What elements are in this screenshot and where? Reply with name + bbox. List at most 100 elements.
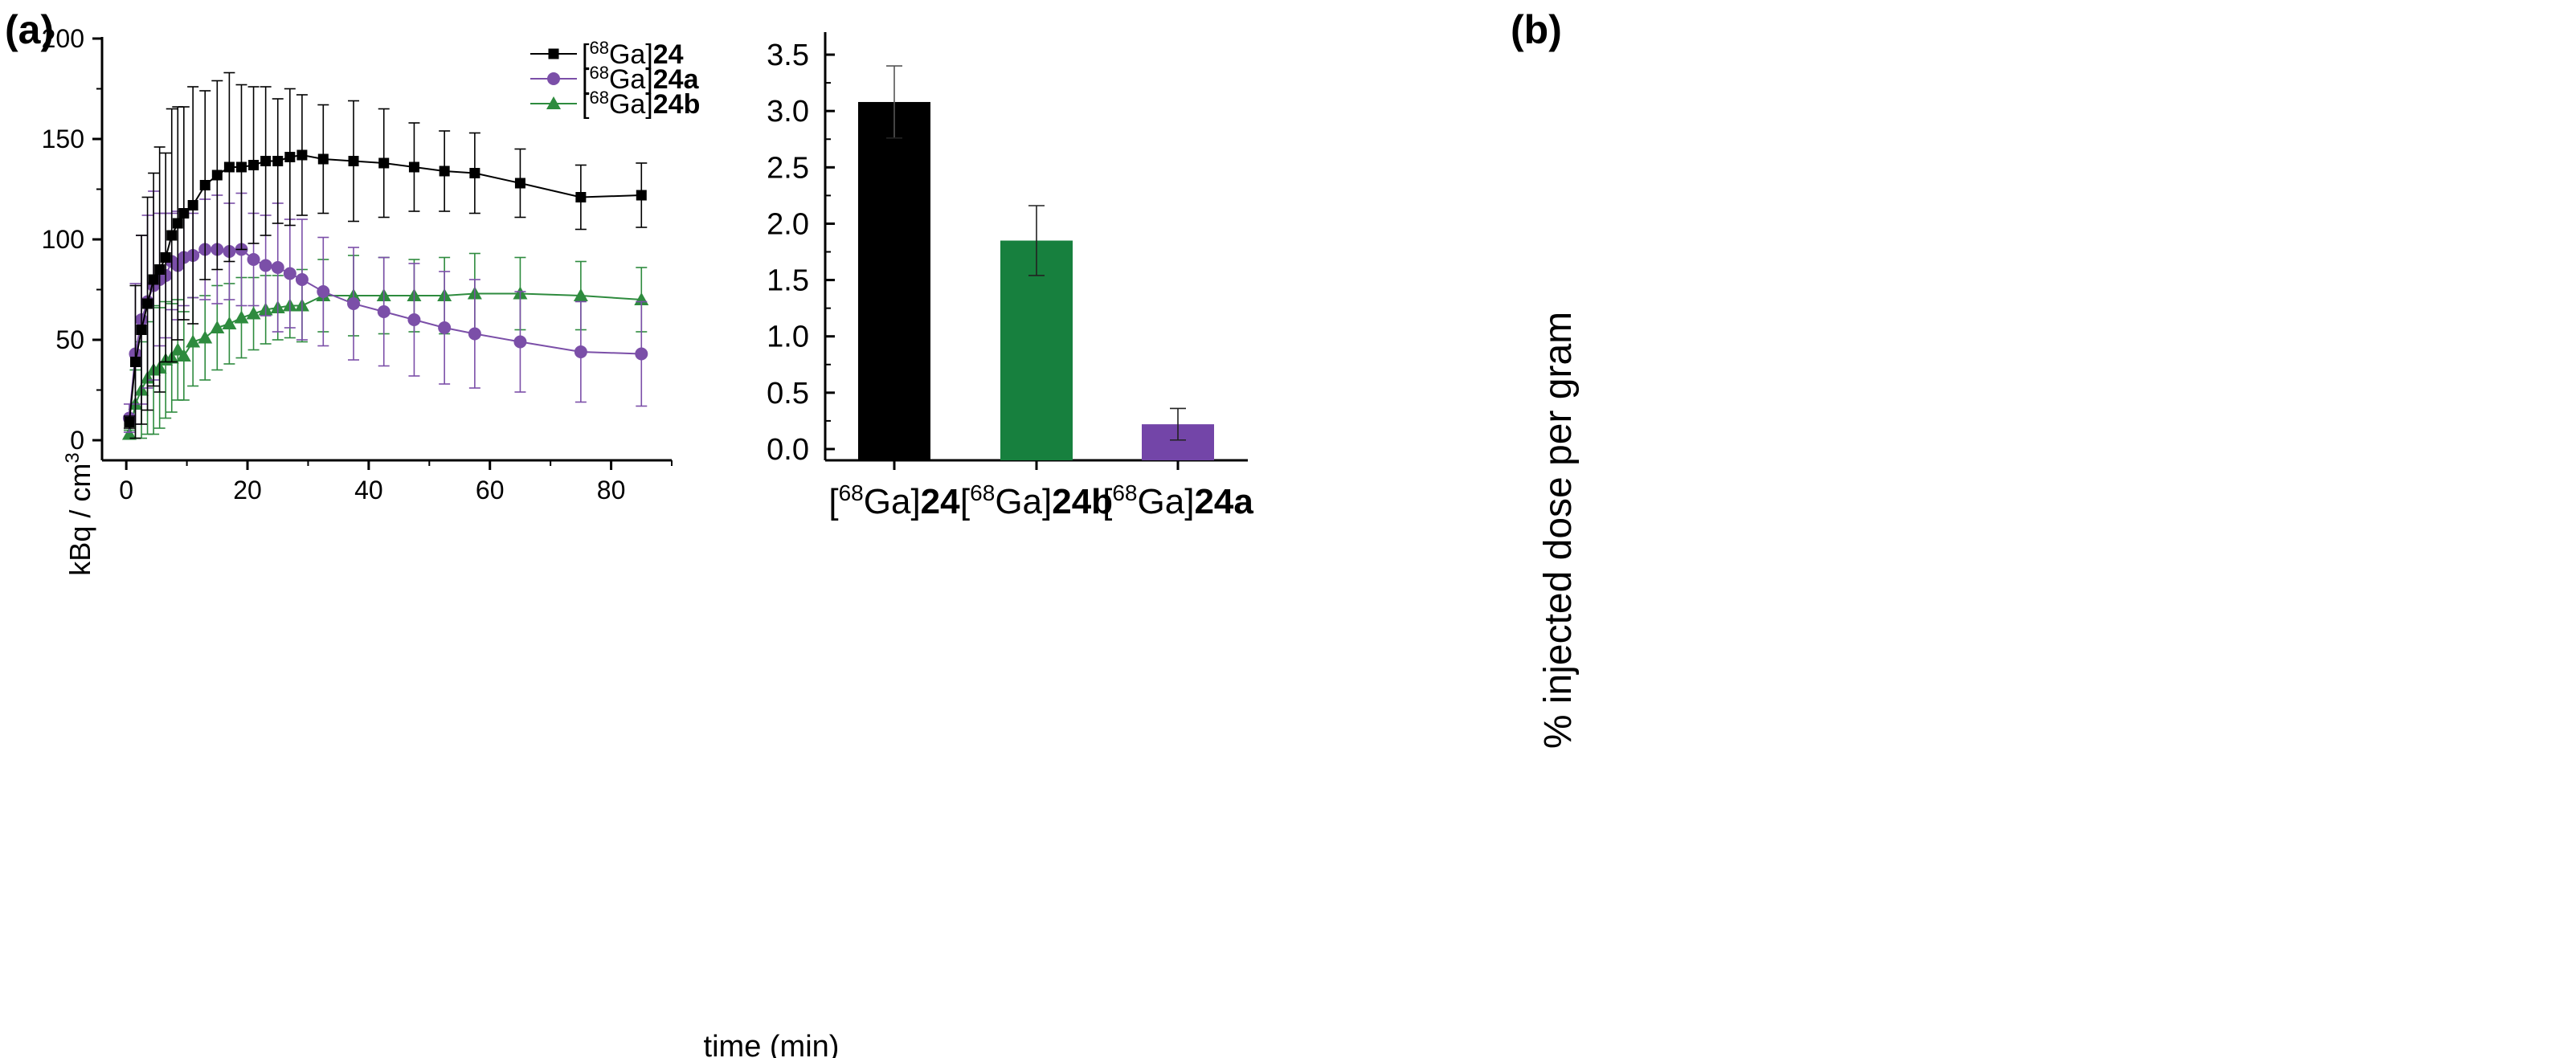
data-point [407, 313, 421, 326]
data-point [635, 347, 648, 361]
chart-a-x-tick-label: 60 [476, 476, 505, 504]
data-point [272, 156, 284, 166]
data-point [211, 170, 223, 181]
data-point [271, 261, 284, 274]
category-bold: 24b [1052, 482, 1113, 521]
data-point [121, 427, 137, 440]
data-point [284, 152, 296, 162]
chart-b-y-tick-label: 2.5 [767, 151, 809, 185]
chart-a-x-tick-label: 40 [354, 476, 383, 504]
data-point [513, 335, 527, 349]
chart-a-x-tick-label: 80 [597, 476, 626, 504]
chart-b-y-tick-label: 0.0 [767, 433, 809, 467]
data-point [160, 252, 171, 263]
panel-b-label: (b) [1511, 7, 1562, 52]
data-point [469, 168, 480, 178]
panel-a-label: (a) [5, 7, 54, 52]
category-prefix: [ [1102, 482, 1112, 521]
data-point [378, 157, 390, 169]
data-point [234, 310, 249, 324]
category-sup: 68 [970, 480, 995, 505]
data-point [178, 208, 190, 219]
data-point [235, 161, 247, 173]
data-point [260, 156, 272, 166]
chart-b-y-tick-label: 1.0 [767, 321, 809, 354]
data-point [514, 178, 525, 189]
data-point [198, 330, 213, 344]
legend-label-bold: 24 [653, 39, 684, 70]
chart-a-x-tick-label: 0 [119, 476, 133, 504]
legend-label-bold: 24b [653, 89, 701, 120]
legend-label-sup: 68 [589, 63, 608, 83]
data-point [223, 161, 235, 173]
category-sup: 68 [839, 480, 864, 505]
data-point [186, 334, 201, 348]
data-point [317, 285, 330, 298]
data-point [317, 153, 329, 165]
chart-b-y-axis-title: % injected dose per gram [1537, 312, 1580, 749]
category-bold: 24 [921, 482, 960, 521]
chart-b-category-label: [68Ga]24 [828, 480, 960, 521]
legend-label-prefix: [ [582, 39, 590, 70]
legend-label: [68Ga]24 [582, 38, 684, 70]
chart-b-category-label: [68Ga]24a [1102, 480, 1253, 521]
data-point [170, 342, 186, 356]
bar-24b [1000, 240, 1073, 460]
data-point [575, 192, 587, 202]
data-point [348, 156, 359, 166]
data-point [438, 321, 452, 334]
category-bold: 24a [1194, 482, 1253, 521]
data-point [636, 190, 647, 201]
data-point [124, 417, 135, 427]
category-mid: Ga] [995, 482, 1052, 521]
chart-a-y-tick-label: 50 [55, 325, 84, 354]
data-point [154, 264, 166, 275]
legend-label-mid: Ga] [609, 39, 653, 70]
legend-marker [546, 96, 561, 109]
data-point [408, 161, 419, 173]
chart-a-y-tick-label: 100 [42, 225, 84, 254]
chart-b-y-tick-label: 1.5 [767, 264, 809, 298]
bar-24 [858, 101, 930, 460]
category-mid: Ga] [1138, 482, 1195, 521]
data-point [574, 345, 587, 358]
data-point [247, 253, 260, 266]
chart-b-category-label: [68Ga]24b [960, 480, 1113, 521]
series-24b [121, 252, 649, 440]
data-point [222, 317, 237, 329]
legend-label-sup: 68 [589, 88, 608, 108]
data-point [166, 230, 178, 241]
chart-a-y-tick-label: 0 [70, 426, 84, 455]
category-sup: 68 [1112, 480, 1137, 505]
legend-label-bold: 24a [653, 64, 700, 95]
data-point [187, 200, 198, 210]
category-mid: Ga] [864, 482, 921, 521]
legend-label-sup: 68 [589, 38, 608, 58]
data-point [142, 298, 153, 309]
data-point [259, 259, 272, 272]
chart-b-y-tick-label: 2.0 [767, 207, 809, 241]
chart-b-y-tick-label: 3.5 [767, 39, 809, 72]
data-point [347, 297, 361, 310]
legend-label-mid: Ga] [609, 64, 653, 95]
legend-marker [548, 48, 559, 59]
legend-label-prefix: [ [582, 64, 590, 95]
data-point [176, 349, 191, 362]
series-line [128, 153, 642, 423]
category-prefix: [ [828, 482, 838, 521]
chart-a-y-axis-title-main: kBq / cm [63, 464, 96, 576]
category-prefix: [ [960, 482, 970, 521]
legend-label: [68Ga]24a [582, 63, 700, 95]
data-point [172, 218, 183, 229]
data-point [210, 321, 225, 333]
data-point [439, 165, 450, 177]
data-point [296, 149, 308, 161]
legend-label-mid: Ga] [609, 89, 653, 120]
chart-a-y-axis-title: kBq / cm3 [62, 452, 96, 575]
data-point [573, 288, 588, 301]
legend-label-prefix: [ [582, 89, 590, 120]
data-point [283, 267, 296, 280]
legend-label: [68Ga]24b [582, 88, 700, 120]
